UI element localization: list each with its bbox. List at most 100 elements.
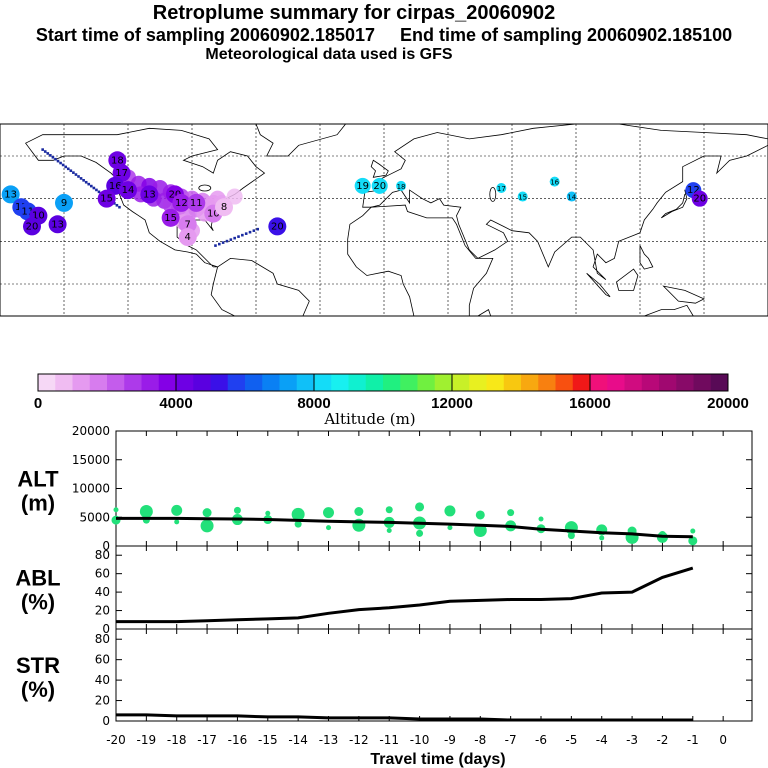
x-tick-label: -4 xyxy=(596,733,608,747)
colorbar-swatch xyxy=(452,374,470,391)
colorbar-swatch xyxy=(210,374,229,391)
cluster-point xyxy=(473,523,487,537)
colorbar-swatch xyxy=(572,374,591,391)
panel-ylabel-unit: (%) xyxy=(21,677,55,702)
colorbar-swatch xyxy=(124,374,142,391)
y-tick-label: 40 xyxy=(95,673,110,687)
x-tick-label: -9 xyxy=(444,733,456,747)
plume-marker xyxy=(187,193,206,212)
colorbar-swatch xyxy=(400,374,418,391)
x-tick-label: -19 xyxy=(137,733,157,747)
plume-marker-label: 18 xyxy=(111,155,124,166)
cluster-point xyxy=(475,510,485,520)
x-tick-label: -20 xyxy=(106,733,126,747)
panel-ylabel-unit: (%) xyxy=(21,590,55,615)
plume-marker-label: 17 xyxy=(497,185,506,193)
great-lakes-outline xyxy=(198,184,212,192)
colorbar-swatch xyxy=(434,374,453,391)
trajectory-point xyxy=(97,190,101,194)
y-tick-label: 20 xyxy=(95,604,110,618)
plume-marker xyxy=(354,177,371,194)
met-data-note: Meteorological data used is GFS xyxy=(205,46,453,63)
plume-markers: 1312111092013181716151413201211151087420… xyxy=(1,151,708,247)
trajectory-point xyxy=(56,159,60,163)
plume-marker-label: 14 xyxy=(122,185,135,196)
plume-marker-label: 20 xyxy=(26,221,39,232)
cluster-point xyxy=(200,519,214,533)
plume-marker-label: 20 xyxy=(271,221,284,232)
colorbar-tick-label: 16000 xyxy=(569,395,611,412)
colorbar-swatch xyxy=(641,374,660,391)
plume-marker-label: 10 xyxy=(207,209,220,220)
trajectory-point xyxy=(95,188,98,192)
trajectory-point xyxy=(90,184,93,188)
trajectory-point xyxy=(248,230,252,234)
y-tick-label: 0 xyxy=(102,714,110,728)
trajectory-point xyxy=(118,205,121,209)
colorbar-swatch xyxy=(158,374,177,391)
colorbar-swatch xyxy=(348,374,367,391)
continent-outline xyxy=(586,272,611,298)
colorbar-swatch xyxy=(503,374,522,391)
x-tick-label: -17 xyxy=(197,733,217,747)
x-tick-label: -7 xyxy=(505,733,517,747)
trajectory-point xyxy=(233,236,236,240)
panel-ylabel-name: ABL xyxy=(15,566,60,591)
plume-marker xyxy=(517,191,528,202)
trajectory-point xyxy=(214,244,217,247)
cluster-point xyxy=(690,528,696,534)
abl-line xyxy=(116,566,694,624)
trajectory-point xyxy=(41,148,44,151)
plume-marker-label: 4 xyxy=(185,232,191,243)
trajectory-point xyxy=(113,202,116,205)
trajectory-point xyxy=(59,161,62,165)
continent-outline xyxy=(347,204,494,317)
plume-marker xyxy=(140,185,159,204)
continent-outline xyxy=(662,285,705,304)
colorbar-swatch xyxy=(262,374,280,391)
colorbar-label: Altitude (m) xyxy=(323,410,415,428)
trajectory-point xyxy=(74,173,78,176)
x-axis-label: Travel time (days) xyxy=(370,751,505,768)
trajectory-point xyxy=(237,235,240,238)
trajectory-point xyxy=(46,152,50,155)
colorbar-tick-label: 4000 xyxy=(159,395,192,412)
colorbar-swatch xyxy=(72,374,91,391)
plume-marker-label: 17 xyxy=(115,168,128,179)
cluster-point xyxy=(113,507,119,513)
plume-marker-label: 12 xyxy=(687,185,700,196)
colorbar-swatch xyxy=(365,374,384,391)
y-tick-label: 10000 xyxy=(72,482,110,496)
plume-marker xyxy=(48,215,67,234)
x-tick-label: -3 xyxy=(626,733,638,747)
x-tick-label: -16 xyxy=(228,733,248,747)
x-tick-label: -6 xyxy=(535,733,547,747)
trajectory-point xyxy=(92,186,96,190)
cluster-point xyxy=(233,506,241,514)
continent-outline xyxy=(627,304,695,317)
trajectory-point xyxy=(61,163,65,167)
y-tick-label: 60 xyxy=(95,653,110,667)
plume-marker xyxy=(691,190,708,207)
plume-marker xyxy=(119,181,137,200)
continent-outline xyxy=(476,309,492,317)
y-tick-label: 40 xyxy=(95,585,110,599)
trajectory-point xyxy=(115,203,119,207)
colorbar-swatch xyxy=(38,374,56,391)
plume-marker xyxy=(172,193,191,212)
x-tick-label: -18 xyxy=(167,733,187,747)
colorbar-swatch xyxy=(314,374,332,391)
map-coastlines xyxy=(24,123,768,317)
trajectory-point xyxy=(244,232,248,235)
continent-outline xyxy=(616,268,639,291)
plume-marker-label: 20 xyxy=(693,194,706,205)
colorbar-swatch xyxy=(227,374,246,391)
plume-marker xyxy=(161,208,180,227)
plume-marker xyxy=(97,189,116,208)
cluster-point xyxy=(416,529,424,537)
plume-marker-label: 16 xyxy=(550,179,559,187)
plume-marker xyxy=(178,228,197,247)
colorbar-tick-label: 12000 xyxy=(431,395,473,412)
plume-marker xyxy=(215,198,233,217)
